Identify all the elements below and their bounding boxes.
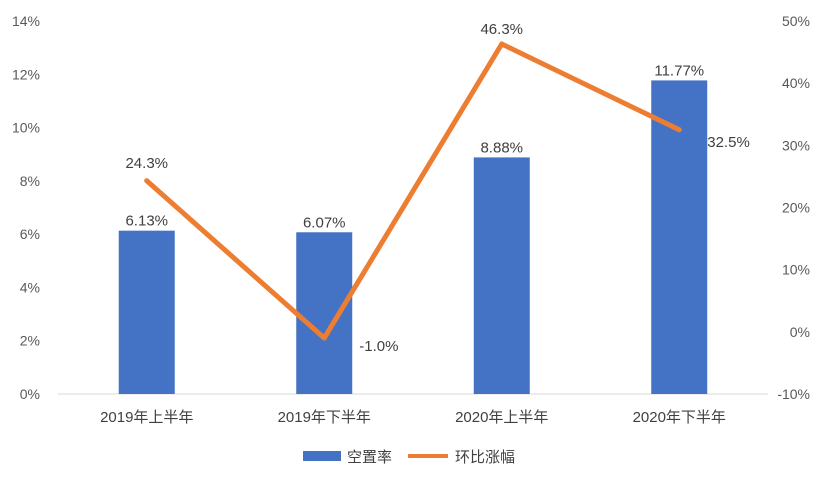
left-axis-ticks: 0% 2% 4% 6% 8% 10% 12% 14% bbox=[12, 13, 40, 402]
bar bbox=[473, 157, 530, 394]
category-label: 2020年下半年 bbox=[633, 409, 726, 426]
bar-series bbox=[118, 80, 708, 394]
right-axis-ticks: -10% 0% 10% 20% 30% 40% 50% bbox=[777, 13, 810, 402]
legend-label-change: 环比涨幅 bbox=[455, 449, 515, 466]
bar-data-label: 6.13% bbox=[125, 213, 168, 230]
series-line bbox=[144, 41, 682, 341]
right-tick-label: 10% bbox=[782, 262, 810, 278]
left-tick-label: 4% bbox=[20, 279, 40, 295]
legend: 空置率 环比涨幅 bbox=[303, 449, 515, 466]
line-point bbox=[144, 178, 150, 184]
category-label: 2020年上半年 bbox=[455, 409, 548, 426]
line-point bbox=[321, 335, 327, 341]
bar-data-labels: 6.13% 6.07% 8.88% 11.77% bbox=[125, 62, 704, 231]
right-tick-label: 20% bbox=[782, 200, 810, 216]
right-tick-label: 50% bbox=[782, 13, 810, 29]
bar bbox=[118, 230, 175, 394]
line-data-label: 24.3% bbox=[125, 155, 168, 172]
legend-label-vacancy: 空置率 bbox=[347, 449, 392, 466]
right-tick-label: 30% bbox=[782, 137, 810, 153]
line-point bbox=[676, 127, 682, 133]
category-labels: 2019年上半年 2019年下半年 2020年上半年 2020年下半年 bbox=[100, 409, 726, 426]
line-data-label: -1.0% bbox=[359, 338, 398, 355]
right-tick-label: 0% bbox=[790, 324, 810, 340]
category-label: 2019年下半年 bbox=[278, 409, 371, 426]
left-tick-label: 0% bbox=[20, 386, 40, 402]
left-tick-label: 14% bbox=[12, 13, 40, 29]
line-data-label: 32.5% bbox=[707, 134, 750, 151]
left-tick-label: 10% bbox=[12, 120, 40, 136]
left-tick-label: 6% bbox=[20, 226, 40, 242]
bar bbox=[296, 232, 353, 394]
category-label: 2019年上半年 bbox=[100, 409, 193, 426]
legend-swatch-vacancy bbox=[303, 451, 341, 461]
bar-data-label: 8.88% bbox=[480, 139, 523, 156]
right-tick-label: 40% bbox=[782, 75, 810, 91]
line-point bbox=[499, 41, 505, 47]
bar-data-label: 11.77% bbox=[654, 62, 704, 79]
left-tick-label: 2% bbox=[20, 333, 40, 349]
line-series bbox=[144, 41, 682, 341]
bar bbox=[651, 80, 708, 394]
left-tick-label: 12% bbox=[12, 66, 40, 82]
right-tick-label: -10% bbox=[777, 386, 810, 402]
line-data-label: 46.3% bbox=[480, 21, 523, 38]
bar-data-label: 6.07% bbox=[303, 214, 346, 231]
left-tick-label: 8% bbox=[20, 173, 40, 189]
line-data-labels: 24.3% -1.0% 46.3% 32.5% bbox=[125, 21, 749, 355]
